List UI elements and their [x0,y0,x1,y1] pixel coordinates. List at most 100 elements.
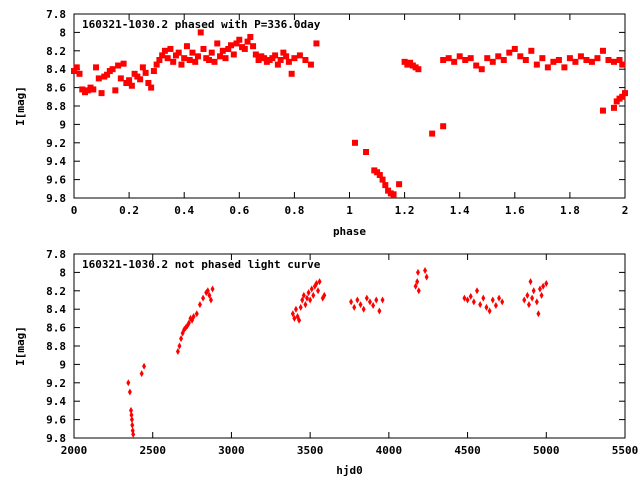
phased-data-point [478,66,485,73]
phased-data-point [109,66,116,73]
unphased-data-point [500,298,505,306]
unphased-data-point [424,273,429,281]
unphased-data-point [197,301,202,309]
unphased-data-point [308,296,313,304]
unphased-data-point [528,278,533,286]
unphased-y-tick-label: 9.4 [46,395,66,408]
unphased-data-point [367,298,372,306]
phased-data-point [445,55,452,62]
unphased-data-point [129,416,134,424]
phased-data-point [467,55,474,62]
phased-data-point [90,86,97,93]
phased-data-point [214,40,221,47]
unphased-data-point [493,302,498,310]
unphased-y-tick-label: 8.6 [46,322,66,335]
phased-data-point [261,55,268,62]
phased-data-point [382,182,389,189]
unphased-data-point [293,305,298,313]
unphased-data-point [531,287,536,295]
phased-data-point [150,68,157,75]
unphased-y-tick-label: 8 [59,266,66,279]
phased-data-point [73,64,80,71]
phased-data-point [153,61,160,68]
phased-y-tick-label: 9.2 [46,137,66,150]
phased-data-point [610,58,617,65]
phased-y-tick-label: 8.8 [46,100,66,113]
phased-data-point [156,57,163,63]
unphased-data-point [465,296,470,304]
phased-data-point [307,61,314,68]
phased-data-point [71,68,77,75]
phased-data-point [517,53,524,60]
phased-data-point [115,62,122,69]
phased-x-axis-label: phase [333,225,366,238]
phased-data-point [610,104,617,111]
unphased-data-point [484,303,489,311]
unphased-data-point [306,289,311,297]
phased-x-tick-label: 1.4 [450,204,470,217]
unphased-data-point [355,296,360,304]
unphased-y-tick-label: 9.6 [46,414,66,427]
phased-x-tick-label: 1.6 [505,204,525,217]
unphased-data-point [175,348,180,356]
unphased-data-point [207,291,212,299]
phased-y-tick-label: 9.6 [46,174,66,187]
phased-data-point [376,172,383,178]
phased-data-point [126,77,133,84]
unphased-data-point [210,285,215,293]
phased-data-point [379,176,386,183]
phased-data-point [272,52,279,59]
unphased-x-tick-label: 4000 [376,444,403,457]
unphased-data-point [128,406,133,414]
unphased-data-point [142,362,147,370]
unphased-data-point [139,370,144,378]
unphased-data-point [481,294,486,302]
phased-x-tick-label: 0.6 [229,204,249,217]
phased-data-point [189,49,196,56]
phased-data-point [511,45,518,52]
unphased-data-point [537,285,542,293]
unphased-x-tick-label: 2500 [139,444,166,457]
phased-data-point [112,87,119,94]
phased-data-point [120,60,127,67]
unphased-data-point [298,303,303,311]
unphased-data-point [358,301,363,309]
unphased-data-point [311,291,316,299]
phased-data-point [456,53,463,60]
unphased-data-point [530,294,535,302]
unphased-data-point [536,310,541,318]
unphased-x-tick-label: 5000 [533,444,560,457]
phased-data-point [528,47,535,54]
unphased-data-point [413,282,418,290]
phased-data-point [291,55,298,62]
phased-chart: 0 0.2 0.4 0.6 0.8 1 1.2 1.4 1.6 1.8 2 7.8 8 8.2 8.4 8.6… [14,8,628,238]
unphased-chart-title: 160321-1030.2 not phased light curve [82,258,321,271]
phased-data-point [139,64,146,71]
phased-data-point [93,64,100,71]
phased-data-point [539,55,546,62]
phased-x-tick-label: 0.8 [284,204,304,217]
unphased-data-point [292,314,297,322]
phased-data-point [396,181,403,188]
phased-data-point [236,36,243,43]
phased-data-point [98,90,105,97]
unphased-x-tick-label: 2000 [61,444,88,457]
unphased-data-point [317,278,322,286]
unphased-data-point [290,310,295,318]
unphased-data-point [314,279,319,287]
unphased-data-point [423,267,428,275]
unphased-data-point [541,282,546,290]
unphased-data-point [304,294,309,302]
phased-data-point [462,57,469,63]
phased-x-tick-label: 1.2 [395,204,415,217]
unphased-data-point [191,313,196,321]
phased-data-point [296,52,303,59]
unphased-x-tick-label: 5500 [612,444,639,457]
unphased-data-point [186,319,191,327]
unphased-data-point [179,335,184,343]
phased-data-point [440,57,447,63]
phased-data-point [76,70,83,77]
unphased-data-point [303,301,308,309]
unphased-x-tick-label: 3500 [297,444,324,457]
phased-x-tick-label: 2 [622,204,629,217]
